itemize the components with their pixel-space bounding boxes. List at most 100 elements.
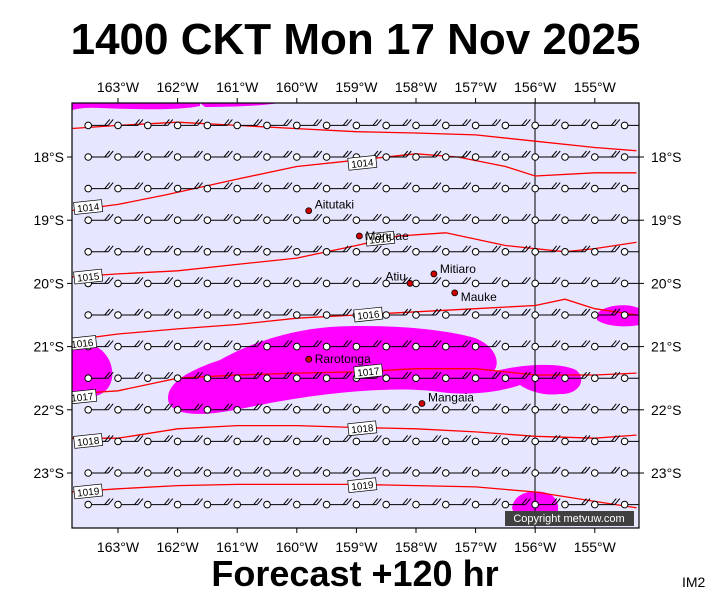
chart-title: 1400 CKT Mon 17 Nov 2025 — [70, 15, 641, 64]
map-frame — [71, 102, 640, 529]
svg-text:1017: 1017 — [357, 366, 381, 379]
wind-barb — [233, 245, 263, 256]
wind-barb — [561, 277, 591, 288]
wind-barb — [352, 119, 382, 130]
wind-barb — [412, 213, 442, 224]
town-label: Mangaia — [428, 390, 474, 404]
lon-label-bottom: 163°W — [97, 539, 140, 555]
wind-barb — [442, 371, 472, 383]
wind-barb — [173, 213, 203, 224]
wind-barb — [531, 466, 561, 477]
wind-barb — [382, 119, 412, 130]
lon-label-bottom: 159°W — [335, 539, 378, 555]
town-label: Mauke — [461, 290, 497, 304]
wind-barb — [531, 371, 561, 383]
wind-barb — [84, 182, 114, 193]
wind-barb — [412, 435, 442, 446]
wind-barb — [293, 403, 323, 414]
wind-barb — [352, 435, 382, 446]
wind-barb — [501, 119, 531, 130]
wind-barb — [263, 182, 293, 193]
town-aitutaki: Aitutaki — [305, 198, 354, 215]
wind-barb — [322, 435, 352, 446]
image-code: IM2 — [682, 574, 706, 590]
wind-barb — [322, 498, 352, 509]
wind-barb — [501, 340, 531, 351]
wind-barb — [144, 308, 174, 319]
wind-barb — [471, 277, 501, 288]
wind-barb — [591, 213, 621, 224]
wind-barb — [591, 150, 621, 161]
wind-barb — [412, 340, 442, 351]
wind-barb — [620, 216, 639, 224]
rain-area-west — [72, 341, 113, 397]
wind-barb — [382, 182, 412, 193]
wind-barb — [144, 371, 174, 383]
wind-barb — [203, 498, 233, 509]
wind-barb — [442, 119, 472, 130]
wind-barb — [114, 245, 144, 256]
wind-barb — [233, 371, 263, 383]
wind-barb — [293, 150, 323, 161]
wind-barb — [263, 245, 293, 256]
wind-barb — [412, 466, 442, 477]
lon-label-bottom: 156°W — [514, 539, 557, 555]
wind-barb — [173, 119, 203, 130]
wind-barb — [84, 498, 114, 509]
wind-barb — [173, 150, 203, 161]
lon-label-top: 157°W — [455, 79, 498, 95]
lat-label-left: 22°S — [33, 402, 64, 418]
wind-barb — [531, 119, 561, 130]
wind-barb — [412, 498, 442, 509]
wind-barb — [620, 311, 639, 319]
wind-barb — [442, 403, 472, 414]
wind-barb — [620, 153, 639, 161]
wind-barb — [233, 435, 263, 446]
wind-barb — [620, 342, 639, 351]
wind-barb — [84, 466, 114, 477]
wind-barb — [561, 119, 591, 130]
wind-barb — [322, 371, 352, 383]
isobar-label: 1019 — [347, 477, 378, 493]
wind-barb — [591, 245, 621, 256]
wind-barb — [173, 182, 203, 193]
wind-barb — [322, 466, 352, 477]
isobar-label: 1018 — [347, 420, 378, 436]
lon-label-bottom: 155°W — [574, 539, 617, 555]
forecast-label: Forecast +120 hr — [211, 553, 499, 594]
lon-label-top: 161°W — [216, 79, 259, 95]
wind-barb — [144, 119, 174, 130]
wind-barb — [442, 466, 472, 477]
wind-barb — [293, 245, 323, 256]
wind-barb — [233, 119, 263, 130]
wind-barb — [263, 119, 293, 130]
wind-barb — [382, 150, 412, 161]
wind-barb — [620, 437, 639, 446]
wind-barb — [471, 498, 501, 509]
wind-barb — [620, 374, 639, 383]
wind-barb — [382, 308, 412, 319]
wind-barb — [561, 403, 591, 414]
wind-barb — [173, 435, 203, 446]
wind-barb — [203, 277, 233, 288]
town-marker — [305, 355, 313, 363]
svg-text:1016: 1016 — [71, 338, 95, 351]
wind-barb — [531, 182, 561, 193]
wind-barb — [531, 308, 561, 319]
wind-barb — [382, 371, 412, 383]
wind-barb — [352, 245, 382, 256]
wind-barb — [144, 277, 174, 288]
wind-barb — [471, 182, 501, 193]
wind-barb — [561, 245, 591, 256]
wind-barb — [382, 245, 412, 256]
wind-barb — [114, 277, 144, 288]
wind-barb — [144, 403, 174, 414]
town-mangaia: Mangaia — [418, 390, 474, 407]
wind-barb — [144, 498, 174, 509]
axis-ticks — [67, 98, 644, 533]
wind-barb — [322, 119, 352, 130]
wind-barb — [531, 245, 561, 256]
wind-barb — [293, 466, 323, 477]
wind-barb — [233, 213, 263, 224]
